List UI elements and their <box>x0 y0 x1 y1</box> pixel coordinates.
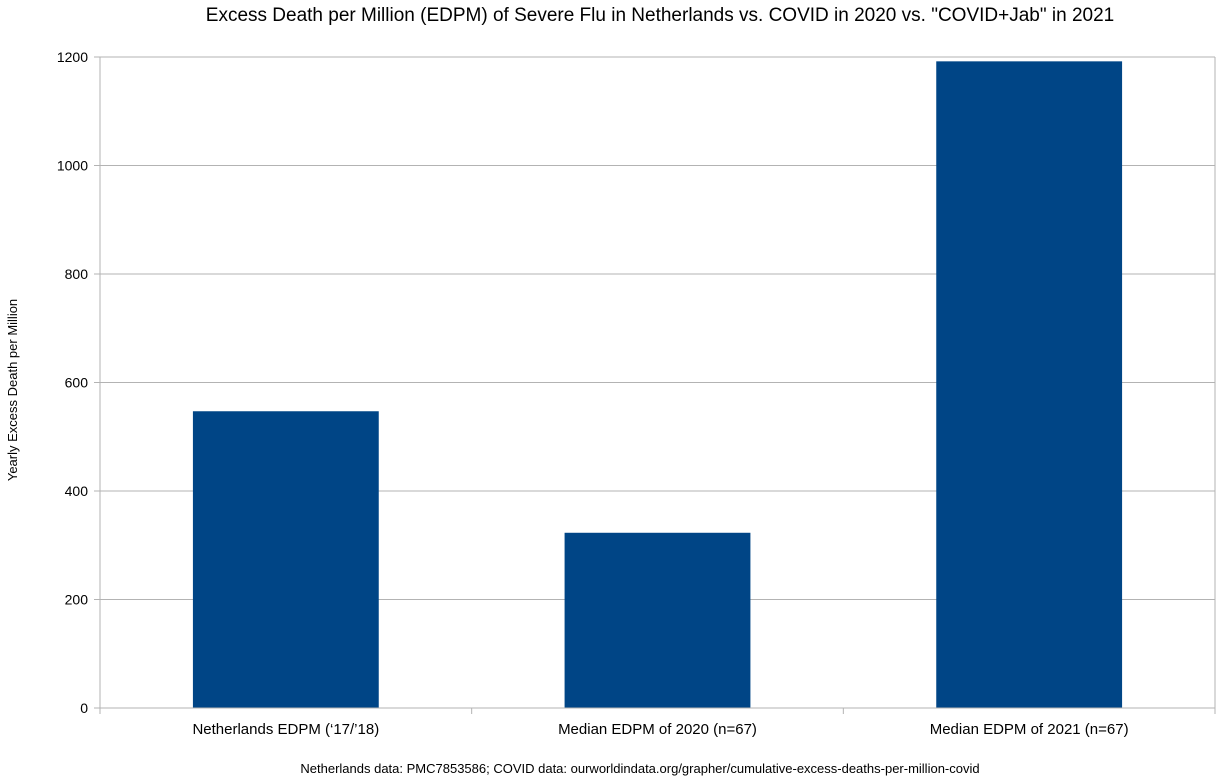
y-tick-label: 1000 <box>57 158 88 174</box>
y-tick-label: 1200 <box>57 49 88 65</box>
x-tick-label: Median EDPM of 2021 (n=67) <box>930 721 1129 738</box>
y-tick-label: 800 <box>65 266 89 282</box>
bar <box>564 532 751 708</box>
bar <box>936 61 1123 708</box>
axis-labels: 0 200 400 600 800 1000 1200 Netherlands EDPM (‘… <box>57 49 1129 738</box>
axes <box>99 57 1216 714</box>
y-axis-label: Yearly Excess Death per Million <box>5 299 20 481</box>
bars <box>192 61 1123 708</box>
y-tick-label: 0 <box>80 700 88 716</box>
bar <box>192 411 379 708</box>
chart-title: Excess Death per Million (EDPM) of Sever… <box>206 5 1114 26</box>
y-tick-label: 200 <box>65 592 89 608</box>
x-tick-label: Netherlands EDPM (‘17/’18) <box>192 721 379 738</box>
chart-footnote: Netherlands data: PMC7853586; COVID data… <box>300 761 979 776</box>
y-tick-label: 400 <box>65 483 89 499</box>
y-tick-label: 600 <box>65 375 89 391</box>
x-tick-label: Median EDPM of 2020 (n=67) <box>558 721 757 738</box>
